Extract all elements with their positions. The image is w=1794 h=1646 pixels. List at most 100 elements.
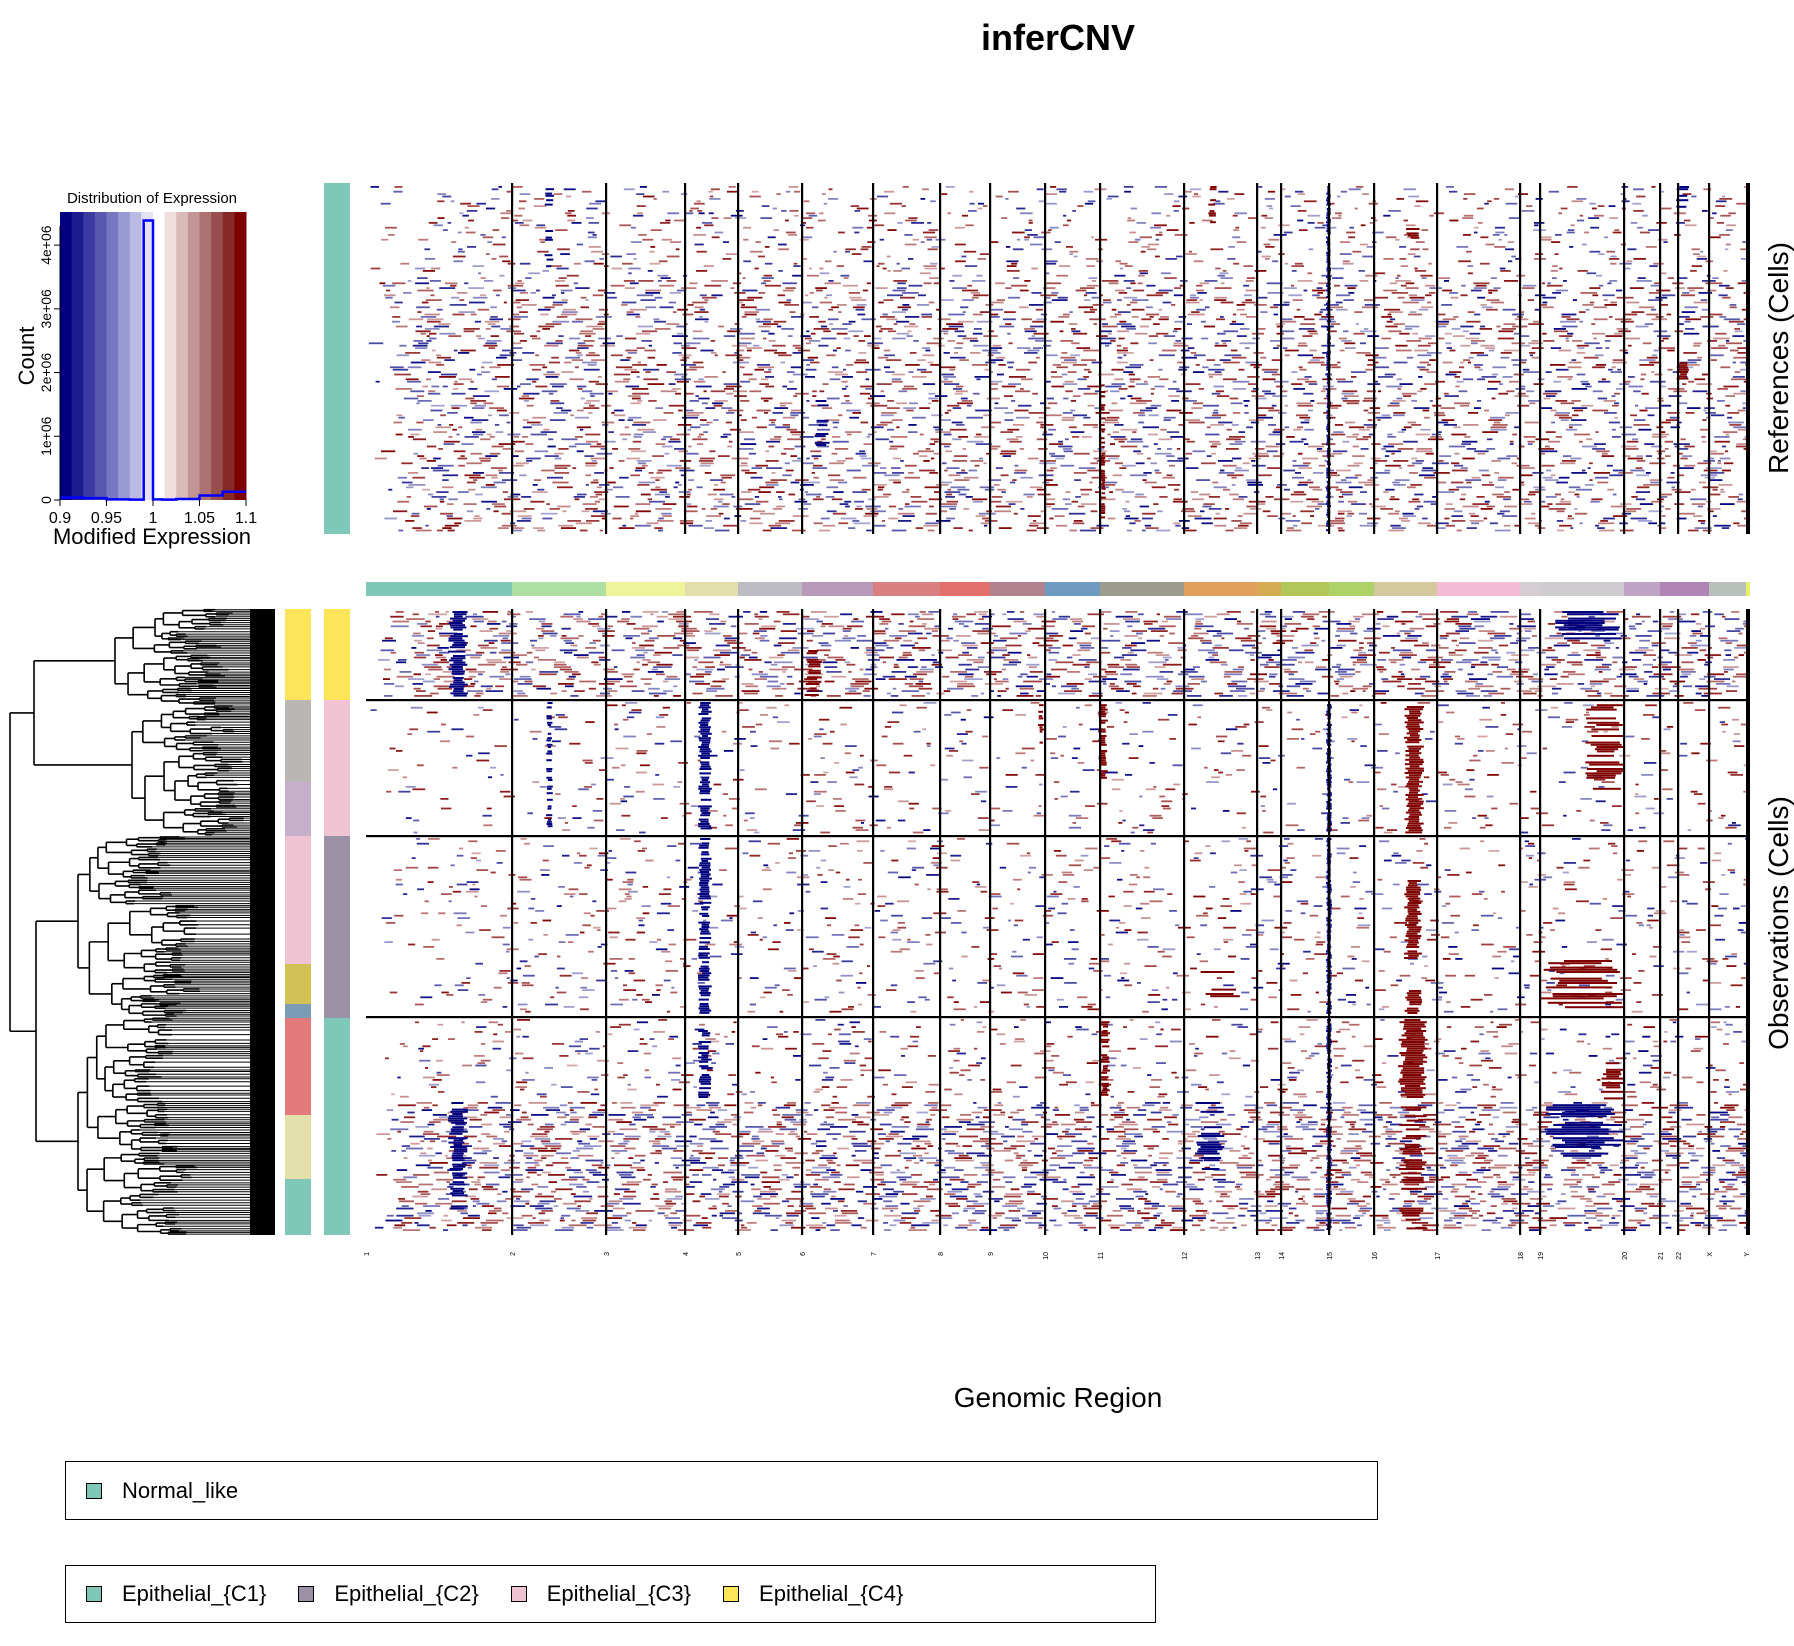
heatmap-cell	[1186, 299, 1198, 301]
heatmap-cell	[1083, 294, 1088, 297]
heatmap-cell	[1636, 455, 1644, 457]
heatmap-cell	[928, 392, 936, 395]
heatmap-cell	[400, 262, 410, 265]
heatmap-cell	[1571, 407, 1588, 409]
heatmap-cell	[1084, 299, 1091, 301]
heatmap-cell	[1408, 500, 1421, 503]
heatmap-cell	[1546, 395, 1556, 397]
heatmap-cell	[804, 491, 808, 493]
heatmap-cell	[1694, 527, 1712, 529]
heatmap-cell	[805, 376, 815, 378]
heatmap-cell	[1458, 390, 1468, 393]
heatmap-cell	[1474, 450, 1489, 453]
heatmap-cell	[833, 426, 838, 429]
heatmap-cell	[706, 421, 713, 424]
heatmap-cell	[940, 419, 952, 421]
heatmap-cell	[1579, 440, 1583, 443]
heatmap-cell	[994, 407, 1009, 409]
heatmap-cell	[678, 450, 689, 453]
heatmap-cell	[768, 332, 775, 335]
heatmap-cell	[1724, 450, 1729, 453]
heatmap-cell	[1158, 318, 1169, 321]
heatmap-cell	[1539, 505, 1550, 508]
heatmap-cell	[426, 460, 436, 462]
heatmap-cell	[1481, 484, 1494, 486]
heatmap-cell	[1345, 476, 1358, 479]
heatmap-cell	[813, 522, 823, 525]
heatmap-cell	[1741, 510, 1746, 513]
heatmap-cell	[619, 433, 631, 436]
heatmap-cell	[854, 231, 860, 234]
heatmap-cell	[428, 361, 442, 364]
heatmap-cell	[1696, 258, 1708, 260]
heatmap-cell	[989, 347, 1003, 349]
heatmap-cell	[1561, 460, 1576, 462]
heatmap-cell	[540, 313, 549, 316]
heatmap-cell	[1627, 344, 1632, 347]
heatmap-cell	[1060, 356, 1076, 359]
heatmap-cell	[1147, 248, 1157, 251]
heatmap-cell	[1189, 296, 1199, 299]
heatmap-cell	[1547, 282, 1551, 285]
heatmap-cell	[811, 404, 818, 407]
heatmap-cell	[1500, 352, 1512, 354]
heatmap-cell	[442, 385, 448, 388]
heatmap-cell	[1612, 359, 1625, 361]
heatmap-cell	[1514, 524, 1520, 527]
heatmap-cell	[803, 481, 820, 484]
heatmap-cell	[1234, 440, 1246, 443]
heatmap-cell	[892, 373, 906, 376]
heatmap-cell	[1155, 292, 1169, 294]
heatmap-cell	[1130, 474, 1148, 477]
heatmap-cell	[1378, 390, 1382, 393]
heatmap-cell	[1540, 450, 1558, 453]
heatmap-cell	[723, 383, 740, 385]
heatmap-cell	[674, 378, 691, 381]
heatmap-cell	[1219, 272, 1229, 275]
heatmap-cell	[1245, 316, 1257, 318]
heatmap-cell	[996, 373, 1004, 376]
heatmap-cell	[1201, 462, 1216, 465]
heatmap-cell	[701, 508, 706, 510]
heatmap-cell	[849, 416, 859, 419]
heatmap-cell	[685, 212, 694, 215]
heatmap-cell	[1162, 476, 1175, 479]
heatmap-cell	[944, 378, 948, 381]
heatmap-cell	[665, 496, 670, 498]
heatmap-cell	[1649, 265, 1658, 267]
heatmap-cell	[952, 438, 962, 441]
heatmap-cell	[1442, 289, 1453, 292]
heatmap-cell	[1414, 270, 1427, 272]
heatmap-cell	[525, 277, 532, 279]
heatmap-cell	[1114, 378, 1124, 381]
heatmap-cell	[432, 349, 436, 352]
heatmap-cell	[463, 416, 474, 419]
heatmap-cell	[1732, 361, 1736, 364]
heatmap-cell	[1397, 448, 1414, 450]
heatmap-cell	[1311, 500, 1324, 503]
heatmap-cell	[1158, 438, 1173, 441]
heatmap-cell	[1574, 512, 1588, 515]
heatmap-cell	[1394, 479, 1410, 481]
heatmap-cell	[1429, 359, 1436, 361]
heatmap-cell	[410, 515, 420, 517]
heatmap-cell	[881, 412, 897, 414]
heatmap-cell	[973, 313, 983, 316]
heatmap-cell	[1101, 280, 1119, 282]
heatmap-cell	[890, 445, 905, 448]
heatmap-cell	[1513, 373, 1524, 376]
heatmap-cell	[576, 385, 587, 388]
heatmap-cell	[1567, 378, 1572, 381]
heatmap-cell	[1322, 224, 1331, 227]
heatmap-cell	[989, 445, 1001, 448]
heatmap-cell	[923, 524, 939, 527]
heatmap-cell	[1681, 294, 1696, 297]
heatmap-cell	[708, 190, 714, 193]
heatmap-cell	[1010, 400, 1016, 402]
color-key-histogram: Distribution of Expression 01e+062e+063e…	[14, 190, 257, 549]
heatmap-cell	[692, 301, 708, 304]
heatmap-cell	[448, 498, 458, 501]
heatmap-cell	[555, 284, 569, 287]
heatmap-cell	[1210, 424, 1224, 426]
heatmap-cell	[1719, 503, 1735, 505]
